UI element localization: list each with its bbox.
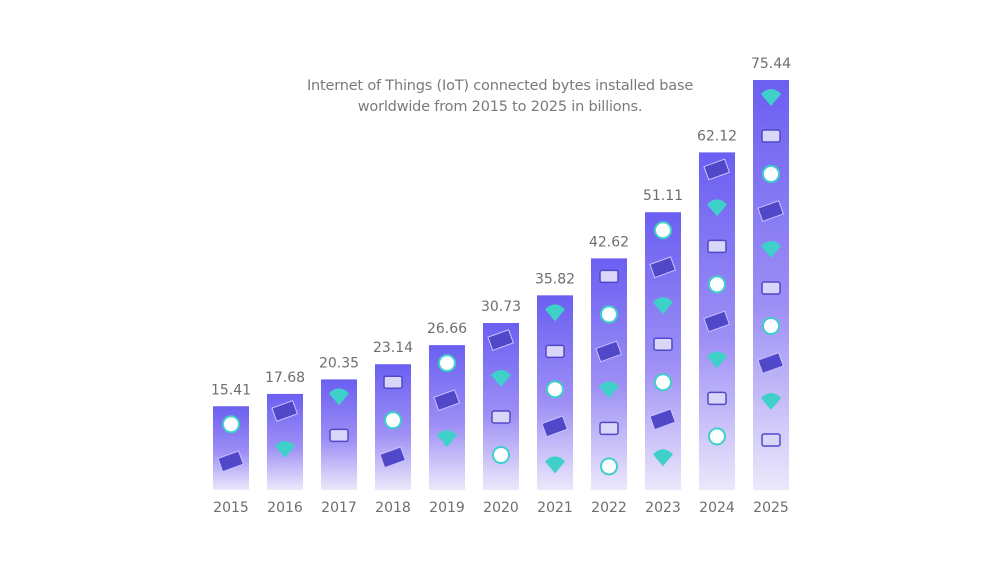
- solar-panel-icon: [379, 446, 407, 469]
- meter-icon: [600, 305, 618, 324]
- bar-group-2023: 51.11 2023: [643, 188, 683, 516]
- solar-panel-icon: [433, 389, 461, 412]
- bar-group-2022: 42.62 2022: [589, 234, 629, 516]
- balloon-icon: [329, 388, 349, 406]
- x-tick-label-2022: 2022: [591, 500, 627, 516]
- balloon-icon: [761, 241, 781, 258]
- balloon-icon: [437, 430, 457, 448]
- solar-panel-icon: [217, 450, 245, 473]
- x-tick-label-2025: 2025: [753, 500, 789, 516]
- router-icon: [383, 375, 403, 389]
- meter-icon: [546, 380, 564, 399]
- x-tick-label-2023: 2023: [645, 500, 681, 516]
- x-tick-label-2016: 2016: [267, 500, 303, 516]
- balloon-icon: [599, 381, 619, 399]
- router-icon: [707, 391, 727, 406]
- solar-panel-icon: [649, 256, 677, 279]
- solar-panel-icon: [595, 340, 623, 363]
- x-tick-label-2024: 2024: [699, 500, 735, 516]
- meter-icon: [708, 275, 726, 294]
- router-icon: [707, 239, 727, 254]
- router-icon: [653, 337, 673, 351]
- solar-panel-icon: [757, 352, 785, 375]
- meter-icon: [600, 457, 618, 476]
- bar-group-2021: 35.82 2021: [535, 271, 575, 516]
- value-label-2016: 17.68: [265, 370, 305, 386]
- meter-icon: [708, 427, 726, 446]
- router-icon: [599, 269, 619, 284]
- value-label-2023: 51.11: [643, 188, 683, 204]
- meter-icon: [222, 415, 240, 434]
- value-label-2019: 26.66: [427, 321, 467, 337]
- balloon-icon: [545, 456, 565, 474]
- meter-icon: [762, 317, 780, 335]
- router-icon: [491, 410, 511, 424]
- chart-title-line-1: Internet of Things (IoT) connected bytes…: [306, 78, 694, 94]
- bar-group-2016: 17.68 2016: [265, 370, 305, 516]
- router-icon: [761, 129, 781, 143]
- value-label-2021: 35.82: [535, 271, 575, 287]
- x-tick-label-2015: 2015: [213, 500, 249, 516]
- bar-group-2024: 62.12 2024: [697, 128, 737, 516]
- solar-panel-icon: [541, 415, 569, 438]
- balloon-icon: [707, 199, 727, 217]
- balloon-icon: [761, 393, 781, 410]
- meter-icon: [492, 445, 510, 464]
- router-icon: [761, 433, 781, 447]
- bar-group-2018: 23.14 2018: [373, 340, 413, 516]
- balloon-icon: [545, 304, 565, 322]
- meter-icon: [654, 221, 672, 240]
- value-label-2024: 62.12: [697, 128, 737, 144]
- x-tick-label-2017: 2017: [321, 500, 357, 516]
- balloon-icon: [275, 440, 295, 458]
- balloon-icon: [653, 297, 673, 315]
- router-icon: [329, 428, 349, 443]
- value-label-2022: 42.62: [589, 234, 629, 250]
- solar-panel-icon: [703, 310, 731, 333]
- chart-title-line-2: worldwide from 2015 to 2025 in billions.: [357, 99, 643, 115]
- balloon-icon: [491, 369, 511, 387]
- bar-2022: [591, 258, 627, 490]
- router-icon: [599, 421, 619, 436]
- meter-icon: [438, 354, 456, 373]
- router-icon: [545, 344, 565, 359]
- x-tick-label-2019: 2019: [429, 500, 465, 516]
- router-icon: [761, 281, 781, 295]
- value-label-2015: 15.41: [211, 382, 251, 398]
- bar-group-2025: 75.44 2025: [751, 56, 791, 516]
- bar-group-2019: 26.66 2019: [427, 321, 467, 516]
- x-tick-label-2020: 2020: [483, 500, 519, 516]
- value-label-2025: 75.44: [751, 56, 791, 72]
- bar-2023: [645, 212, 681, 490]
- balloon-icon: [761, 89, 781, 106]
- bar-2020: [483, 322, 519, 490]
- bar-group-2017: 20.35 2017: [319, 355, 359, 516]
- x-tick-label-2021: 2021: [537, 500, 573, 516]
- bar-group-2015: 15.41 2015: [211, 382, 251, 516]
- solar-panel-icon: [487, 329, 515, 352]
- solar-panel-icon: [703, 158, 731, 181]
- bar-group-2020: 30.73 2020: [481, 299, 521, 516]
- balloon-icon: [653, 449, 673, 467]
- value-label-2020: 30.73: [481, 299, 521, 315]
- meter-icon: [384, 411, 402, 430]
- solar-panel-icon: [757, 200, 785, 223]
- x-tick-label-2018: 2018: [375, 500, 411, 516]
- meter-icon: [762, 165, 780, 183]
- value-label-2018: 23.14: [373, 340, 413, 356]
- chart-title: Internet of Things (IoT) connected bytes…: [300, 76, 700, 118]
- solar-panel-icon: [271, 399, 299, 422]
- balloon-icon: [707, 351, 727, 369]
- value-label-2017: 20.35: [319, 355, 359, 371]
- solar-panel-icon: [649, 408, 677, 431]
- meter-icon: [654, 373, 672, 392]
